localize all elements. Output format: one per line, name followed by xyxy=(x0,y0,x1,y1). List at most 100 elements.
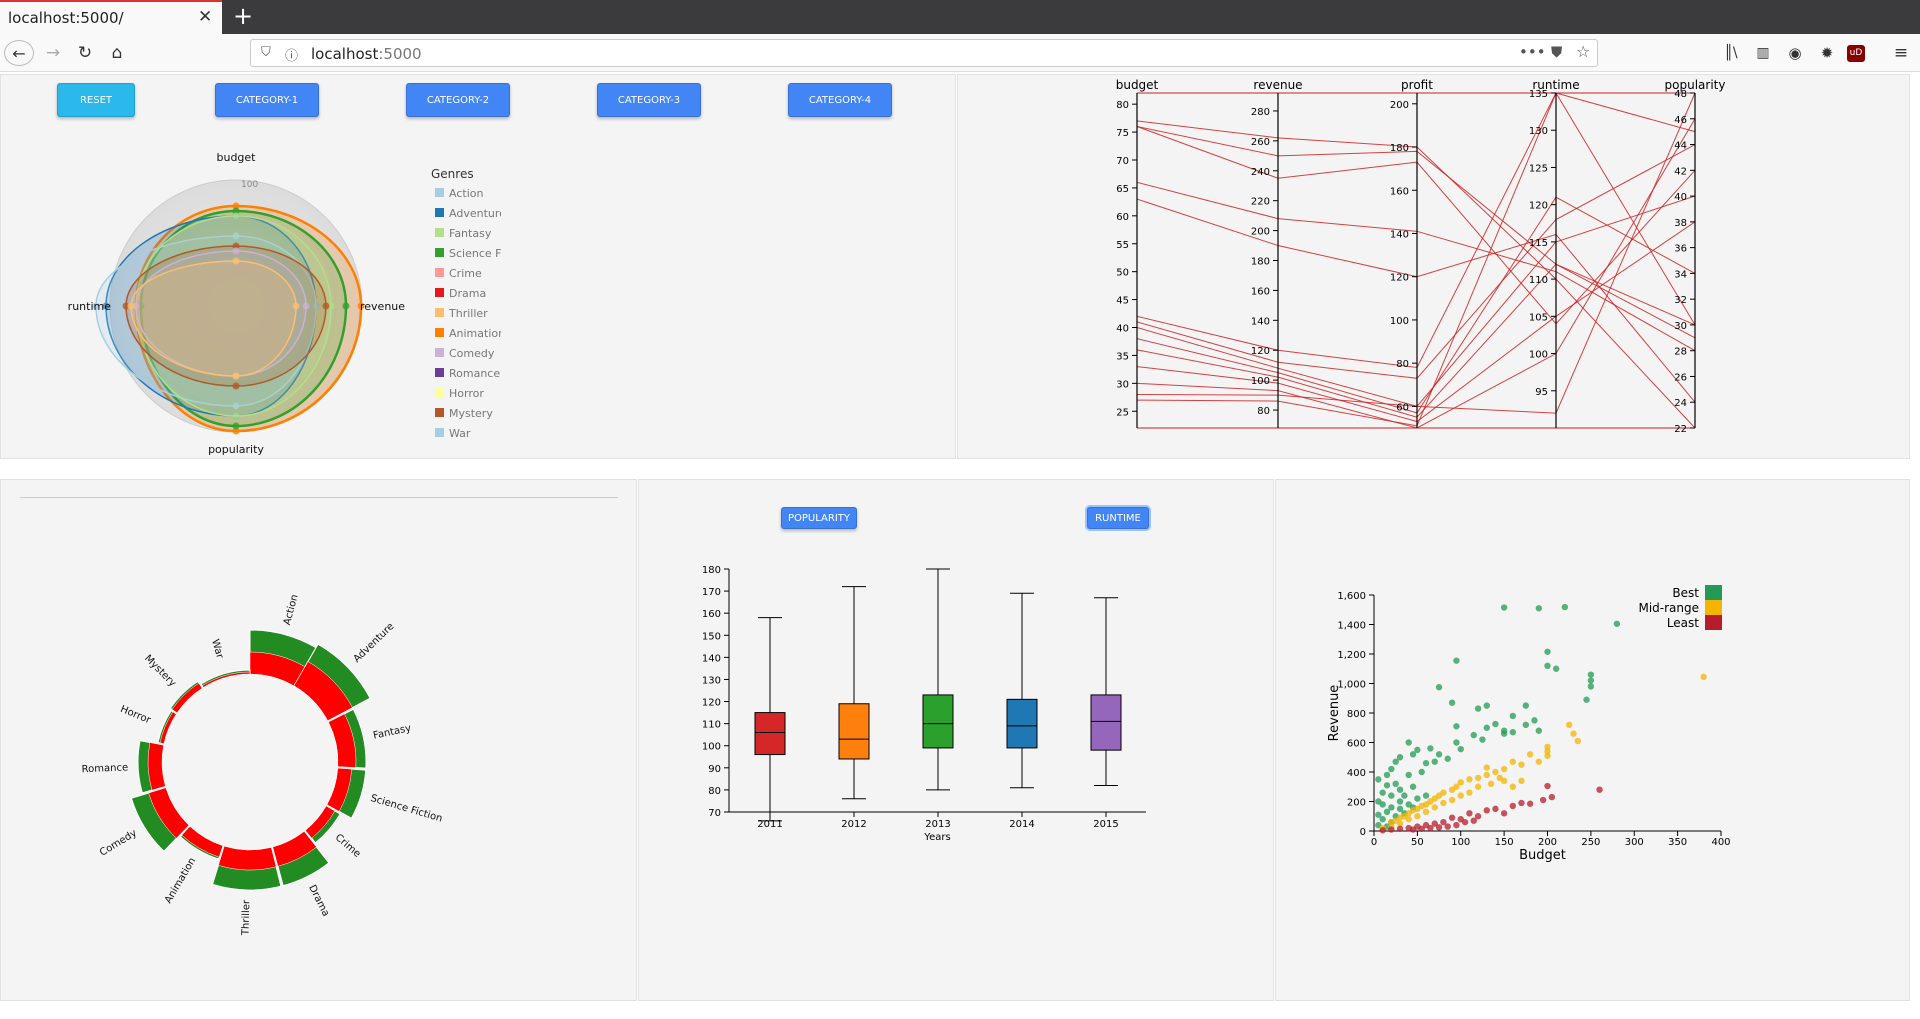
legend-swatch xyxy=(435,288,444,297)
box-y-tick-label: 80 xyxy=(708,786,721,797)
pcp-tick-label: 220 xyxy=(1251,197,1270,208)
radar-point xyxy=(232,412,240,420)
wheel-label: Romance xyxy=(81,762,128,775)
wheel-inner-adventure xyxy=(293,661,353,722)
pcp-tick-label: 26 xyxy=(1674,372,1687,383)
radar-point xyxy=(232,422,240,430)
runtime-button[interactable]: RUNTIME xyxy=(1087,507,1149,529)
pcp-line xyxy=(1136,92,1696,369)
scatter-point-best xyxy=(1522,702,1530,709)
scatter-legend-label: Mid-range xyxy=(1638,601,1699,615)
scatter-y-tick-label: 0 xyxy=(1360,827,1366,838)
pcp-tick-label: 260 xyxy=(1251,137,1270,148)
scatter-point-mid-range xyxy=(1440,799,1447,807)
scatter-point-best xyxy=(1392,780,1399,787)
reload-icon[interactable]: ↻ xyxy=(77,43,93,63)
extension-icon[interactable]: ✹ xyxy=(1820,44,1834,62)
pcp-tick-label: 32 xyxy=(1674,295,1687,306)
scatter-point-least xyxy=(1509,802,1516,810)
scatter-point-mid-range xyxy=(1405,816,1412,823)
info-icon[interactable]: ⓘ xyxy=(285,49,299,64)
pcp-tick-label: 280 xyxy=(1251,107,1270,118)
pcp-tick-label: 240 xyxy=(1251,167,1270,178)
category-1-button[interactable]: CATEGORY-1 xyxy=(215,83,319,117)
scatter-point-mid-range xyxy=(1535,758,1543,765)
scatter-point-mid-range xyxy=(1396,820,1404,827)
legend-label-war: War xyxy=(449,427,471,440)
scatter-point-mid-range xyxy=(1414,813,1421,820)
box-y-tick-label: 110 xyxy=(702,720,721,731)
category-2-button[interactable]: CATEGORY-2 xyxy=(406,83,510,117)
pcp-tick-label: 200 xyxy=(1251,227,1270,238)
legend-label-horror: Horror xyxy=(449,387,484,400)
forward-icon[interactable]: → xyxy=(45,43,61,63)
scatter-point-least xyxy=(1379,827,1386,834)
scatter-point-least xyxy=(1544,782,1551,790)
scatter-point-best xyxy=(1405,739,1412,746)
scatter-y-tick-label: 800 xyxy=(1347,709,1366,720)
pcp-tick-label: 28 xyxy=(1674,347,1687,358)
popularity-button[interactable]: POPULARITY xyxy=(781,507,857,529)
box-x-tick-label: 2011 xyxy=(757,819,782,830)
scatter-point-least xyxy=(1548,793,1556,801)
legend-swatch xyxy=(435,308,444,317)
scatter-point-best xyxy=(1613,620,1621,627)
shield-icon[interactable]: ⛉ xyxy=(261,45,271,60)
new-tab-icon[interactable]: + xyxy=(233,2,254,30)
wheel-inner-crime xyxy=(305,805,336,839)
scatter-y-tick-label: 600 xyxy=(1347,739,1366,750)
scatter-point-mid-range xyxy=(1457,792,1464,799)
pcp-tick-label: 70 xyxy=(1116,156,1129,167)
url-bar[interactable]: ⛉ ⓘ localhost:5000 ••• ⛊ ☆ xyxy=(250,39,1598,67)
radar-point xyxy=(232,242,240,250)
sidebar-icon[interactable]: ▥ xyxy=(1756,45,1770,61)
scatter-point-best xyxy=(1435,751,1443,758)
wheel-label: War xyxy=(209,638,225,661)
pcp-axis-title: popularity xyxy=(1665,78,1726,92)
legend-swatch xyxy=(435,248,444,257)
reset-button[interactable]: RESET xyxy=(57,83,135,117)
scatter-point-best xyxy=(1383,808,1391,816)
pcp-tick-label: 110 xyxy=(1529,275,1548,286)
radar-axis-budget: budget xyxy=(217,151,257,164)
scatter-point-best xyxy=(1396,786,1404,793)
scatter-y-tick-label: 1,600 xyxy=(1337,591,1366,602)
pcp-tick-label: 160 xyxy=(1390,186,1409,197)
close-tab-icon[interactable]: ✕ xyxy=(198,7,213,27)
tab-bar: localhost:5000/ ✕ + xyxy=(0,0,1920,34)
scatter-point-least xyxy=(1539,796,1547,804)
scatter-x-tick-label: 50 xyxy=(1411,837,1424,848)
radar-point xyxy=(312,302,320,310)
wheel-inner-thriller xyxy=(218,845,277,871)
scatter-legend-swatch xyxy=(1705,600,1722,615)
ublock-icon[interactable]: uD xyxy=(1847,45,1865,62)
radar-axis-revenue: revenue xyxy=(360,300,405,313)
legend-swatch xyxy=(435,348,444,357)
bookmark-star-icon[interactable]: ☆ xyxy=(1576,42,1591,61)
account-icon[interactable]: ◉ xyxy=(1788,44,1802,62)
more-icon[interactable]: ••• xyxy=(1519,43,1546,61)
pcp-tick-label: 140 xyxy=(1251,316,1270,327)
pcp-tick-label: 140 xyxy=(1390,229,1409,240)
library-icon[interactable]: ║\ xyxy=(1724,45,1738,61)
radar-point xyxy=(232,427,240,435)
box-rect xyxy=(1090,694,1122,751)
menu-icon[interactable]: ≡ xyxy=(1893,43,1909,63)
home-icon[interactable]: ⌂ xyxy=(111,43,123,63)
back-icon[interactable]: ← xyxy=(4,40,34,66)
category-4-button[interactable]: CATEGORY-4 xyxy=(788,83,892,117)
radar-point xyxy=(357,302,365,310)
box-rect xyxy=(838,703,870,760)
scatter-point-mid-range xyxy=(1574,737,1582,745)
radar-area xyxy=(130,260,297,377)
category-3-button[interactable]: CATEGORY-3 xyxy=(597,83,701,117)
pocket-icon[interactable]: ⛊ xyxy=(1551,43,1563,61)
scatter-point-best xyxy=(1379,789,1386,796)
scatter-point-mid-range xyxy=(1483,764,1490,771)
browser-tab[interactable]: localhost:5000/ ✕ xyxy=(0,0,222,34)
radar-panel: RESET CATEGORY-1 CATEGORY-2 CATEGORY-3 C… xyxy=(0,74,956,459)
scatter-x-axis-label: Budget xyxy=(1519,848,1566,863)
scatter-x-tick-label: 400 xyxy=(1711,837,1730,848)
radar-point xyxy=(92,302,100,310)
scatter-point-mid-range xyxy=(1518,777,1525,785)
